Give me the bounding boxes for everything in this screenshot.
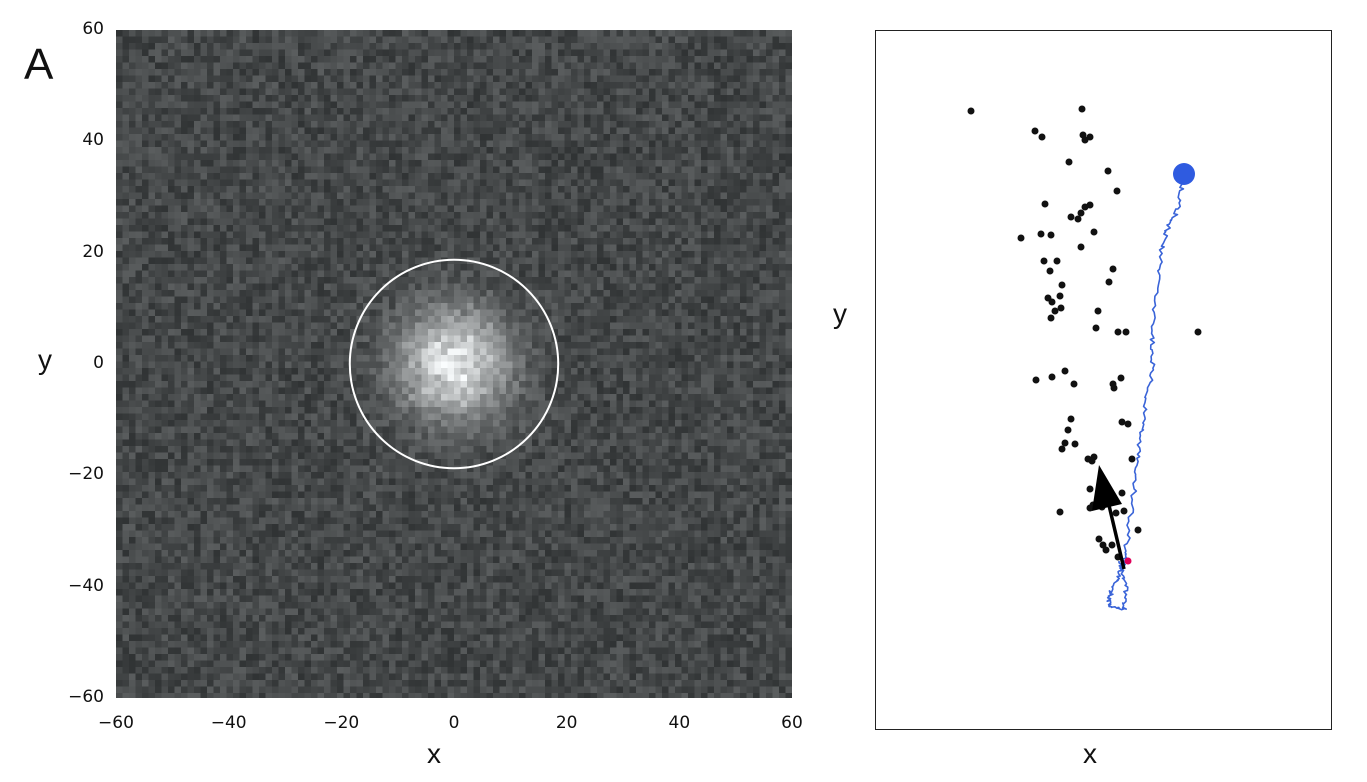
scatter-point: [1061, 439, 1069, 447]
y-tick-label: −60: [68, 687, 104, 707]
panel-a-ylabel: y: [38, 344, 52, 375]
scatter-point: [1040, 257, 1048, 265]
scatter-point: [967, 107, 975, 115]
scatter-point: [1122, 328, 1130, 336]
y-tick-label: 20: [82, 241, 104, 262]
trajectory-start-marker: [1173, 163, 1195, 185]
scatter-point: [1051, 307, 1059, 315]
scatter-point: [1120, 507, 1128, 515]
direction-arrow-shaft: [1106, 500, 1126, 570]
scatter-point: [1071, 440, 1079, 448]
trajectory-line: [1106, 173, 1186, 611]
scatter-point: [1095, 535, 1103, 543]
scatter-point: [1113, 187, 1121, 195]
y-tick-label: −20: [68, 464, 104, 485]
scatter-point: [1061, 367, 1069, 375]
x-tick-label: −20: [323, 713, 360, 733]
y-tick-label: −40: [68, 575, 104, 596]
scatter-point: [1058, 281, 1066, 289]
scatter-point: [1047, 314, 1055, 322]
scatter-point: [1118, 418, 1126, 426]
panel-b-plot: [875, 30, 1332, 730]
scatter-point: [1053, 257, 1061, 265]
scatter-point: [1058, 445, 1066, 453]
scatter-point: [1114, 328, 1122, 336]
scatter-point: [1081, 136, 1089, 144]
scatter-point: [1056, 508, 1064, 516]
scatter-point: [1134, 526, 1142, 534]
scatter-point: [1067, 213, 1075, 221]
scatter-point: [1194, 328, 1202, 336]
scatter-point: [1078, 105, 1086, 113]
scatter-point: [1077, 243, 1085, 251]
scatter-point: [1046, 267, 1054, 275]
scatter-point: [1057, 304, 1065, 312]
scatter-point: [1048, 298, 1056, 306]
scatter-point: [1094, 307, 1102, 315]
panel-b-xlabel: x: [1083, 738, 1097, 769]
scatter-point: [1109, 265, 1117, 273]
heatmap-pixels: [116, 30, 792, 698]
scatter-point: [1086, 504, 1094, 512]
scatter-point: [1124, 420, 1132, 428]
x-tick-label: −40: [210, 713, 247, 733]
scatter-point: [1038, 133, 1046, 141]
trajectory-end-marker: [1124, 557, 1132, 565]
scatter-point: [1017, 234, 1025, 242]
x-tick-label: 60: [781, 713, 803, 733]
scatter-point: [1092, 324, 1100, 332]
panel-b-svg: [967, 105, 1202, 611]
scatter-point: [1074, 215, 1082, 223]
scatter-point: [1128, 455, 1136, 463]
scatter-point: [1090, 228, 1098, 236]
scatter-point: [1056, 292, 1064, 300]
scatter-point: [1118, 489, 1126, 497]
scatter-point: [1105, 278, 1113, 286]
scatter-point: [1088, 457, 1096, 465]
x-tick-label: −60: [98, 713, 134, 733]
scatter-point: [1077, 209, 1085, 217]
scatter-point: [1037, 230, 1045, 238]
panel-b-ylabel: y: [833, 298, 847, 329]
scatter-point: [1067, 415, 1075, 423]
roi-circle: [348, 258, 560, 470]
scatter-point: [1112, 509, 1120, 517]
y-tick-label: 40: [82, 130, 104, 151]
scatter-point: [1117, 374, 1125, 382]
direction-arrow-head: [1092, 465, 1122, 511]
y-tick-label: 60: [82, 19, 104, 39]
scatter-point: [1047, 231, 1055, 239]
scatter-point: [1041, 200, 1049, 208]
scatter-point: [1086, 485, 1094, 493]
scatter-point: [1031, 127, 1039, 135]
scatter-point: [1048, 373, 1056, 381]
panel-a-xlabel: x: [427, 738, 441, 769]
scatter-point: [1032, 376, 1040, 384]
panel-a-svg: [116, 30, 792, 698]
panel-a-label: A: [24, 40, 54, 89]
scatter-point: [1064, 426, 1072, 434]
scatter-point: [1070, 380, 1078, 388]
x-tick-label: 20: [555, 713, 578, 733]
scatter-point: [1108, 541, 1116, 549]
scatter-point: [1102, 546, 1110, 554]
x-tick-label: 0: [448, 713, 460, 733]
scatter-point: [1065, 158, 1073, 166]
panel-a-heatmap: [116, 30, 792, 698]
x-tick-label: 40: [668, 713, 691, 733]
scatter-point: [1110, 384, 1118, 392]
scatter-points: [967, 105, 1202, 561]
y-tick-label: 0: [93, 353, 104, 373]
scatter-point: [1104, 167, 1112, 175]
scatter-point: [1086, 201, 1094, 209]
